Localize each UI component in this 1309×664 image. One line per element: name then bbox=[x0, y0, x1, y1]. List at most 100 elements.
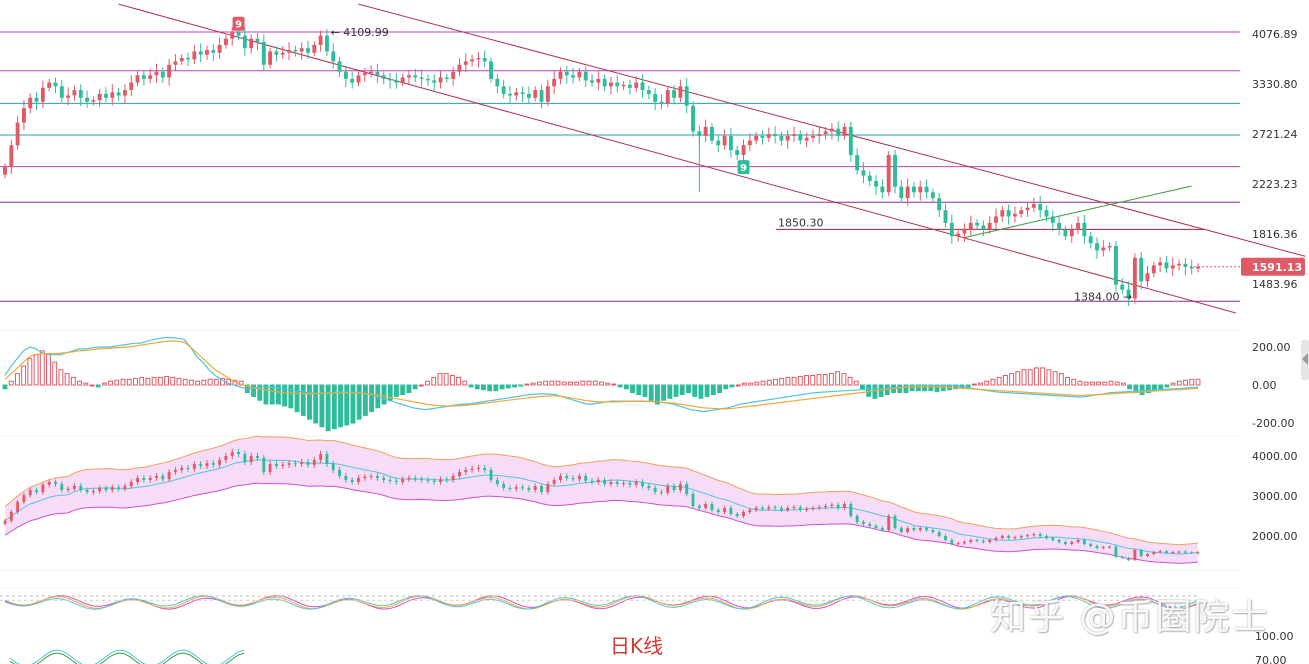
macd-histogram-bar bbox=[605, 382, 611, 386]
price-axis-tick: 2721.24 bbox=[1252, 128, 1298, 141]
macd-histogram-bar bbox=[108, 380, 114, 386]
macd-histogram-bar bbox=[661, 384, 667, 401]
bb-candle-body bbox=[647, 486, 651, 488]
macd-histogram-bar bbox=[586, 380, 592, 386]
candle-body bbox=[104, 93, 108, 98]
candle-body bbox=[621, 84, 626, 87]
bb-candle-body bbox=[249, 456, 253, 462]
bb-candle-body bbox=[47, 482, 51, 485]
macd-histogram-bar bbox=[679, 384, 685, 395]
bb-candle-body bbox=[843, 504, 846, 508]
candle-body bbox=[1107, 246, 1112, 248]
bb-candle-body bbox=[3, 520, 7, 524]
macd-histogram-bar bbox=[313, 384, 319, 424]
macd-histogram-bar bbox=[1139, 384, 1145, 395]
macd-histogram-bar bbox=[431, 376, 437, 386]
bb-candle-body bbox=[407, 478, 411, 480]
candle-body bbox=[829, 128, 834, 132]
candle-body bbox=[369, 71, 374, 74]
macd-histogram-bar bbox=[1009, 373, 1015, 386]
macd-histogram-bar bbox=[437, 373, 443, 386]
macd-histogram-bar bbox=[21, 365, 27, 386]
candle-body bbox=[653, 93, 658, 102]
macd-histogram-bar bbox=[182, 378, 188, 386]
candle-body bbox=[994, 216, 998, 223]
bb-candle-body bbox=[836, 504, 840, 508]
bb-candle-body bbox=[199, 464, 203, 466]
macd-histogram-bar bbox=[1077, 380, 1083, 386]
candle-body bbox=[21, 108, 26, 123]
candle-body bbox=[672, 90, 677, 98]
candle-body bbox=[1095, 243, 1099, 251]
macd-histogram-bar bbox=[269, 384, 275, 405]
rsi-line bbox=[4, 595, 1199, 610]
price-candles[interactable] bbox=[3, 26, 1200, 306]
bb-candle-body bbox=[830, 504, 834, 506]
macd-histogram-bar bbox=[623, 384, 629, 390]
bb-candle-body bbox=[786, 508, 790, 510]
candle-body bbox=[880, 186, 885, 193]
macd-axis-tick: 0.00 bbox=[1252, 379, 1277, 392]
macd-histogram-bar bbox=[70, 376, 76, 386]
bb-candle-body bbox=[91, 491, 95, 493]
macd-histogram-bar bbox=[860, 384, 865, 390]
macd-histogram-bar bbox=[456, 376, 462, 386]
bb-axis-tick: 4000.00 bbox=[1252, 450, 1298, 463]
macd-histogram-bar bbox=[909, 384, 915, 392]
macd-histogram-bar bbox=[2, 384, 8, 390]
macd-histogram-bar bbox=[164, 375, 169, 386]
candle-body bbox=[545, 86, 550, 102]
candle-body bbox=[1069, 229, 1074, 237]
macd-histogram-bar bbox=[915, 384, 921, 392]
bb-candle-body bbox=[817, 507, 821, 509]
candle-body bbox=[97, 93, 102, 101]
candle-body bbox=[1076, 222, 1081, 230]
candle-body bbox=[343, 71, 348, 79]
collapse-arrow-icon[interactable] bbox=[1302, 353, 1308, 365]
candle-body bbox=[886, 154, 891, 193]
rsi-axis-tick: 70.00 bbox=[1255, 654, 1287, 664]
candle-body bbox=[975, 222, 980, 226]
candle-body bbox=[318, 35, 323, 45]
macd-histogram-bar bbox=[425, 380, 430, 386]
bb-candle-body bbox=[779, 508, 783, 510]
bb-candle-body bbox=[697, 506, 701, 508]
candle-body bbox=[3, 167, 7, 175]
price-axis-tick: 1816.36 bbox=[1252, 228, 1298, 241]
bb-candle-body bbox=[230, 452, 234, 456]
candle-body bbox=[590, 80, 594, 83]
bb-candle-body bbox=[1127, 558, 1131, 560]
macd-histogram-bar bbox=[195, 380, 201, 386]
bb-candle-body bbox=[211, 463, 215, 465]
macd-histogram-bar bbox=[717, 384, 723, 394]
candle-body bbox=[66, 95, 71, 98]
candle-body bbox=[91, 100, 96, 102]
bb-candle-body bbox=[41, 484, 45, 492]
bb-candle-body bbox=[533, 486, 537, 490]
td-marker-label: 9 bbox=[235, 20, 242, 31]
bollinger-lower bbox=[4, 482, 1199, 564]
candle-body bbox=[514, 92, 519, 96]
bb-candle-body bbox=[615, 482, 619, 484]
candle-body bbox=[198, 51, 203, 55]
macd-histogram-bar bbox=[474, 384, 480, 390]
bb-candle-body bbox=[1070, 542, 1074, 544]
candle-body bbox=[867, 175, 872, 182]
bb-candle-body bbox=[388, 480, 392, 481]
candle-body bbox=[697, 131, 702, 136]
candle-body bbox=[716, 140, 721, 146]
bb-candle-body bbox=[672, 486, 676, 490]
low-annotation: 1384.00 → bbox=[1074, 290, 1132, 303]
candle-body bbox=[943, 210, 948, 223]
candle-body bbox=[331, 51, 336, 62]
bb-candle-body bbox=[742, 512, 745, 516]
macd-line bbox=[4, 340, 1199, 410]
macd-histogram-bar bbox=[449, 375, 455, 386]
bb-candle-body bbox=[274, 464, 278, 466]
candle-body bbox=[1000, 210, 1005, 217]
rsi-line bbox=[4, 595, 1199, 610]
macd-histogram-bar bbox=[151, 376, 157, 386]
bb-candle-body bbox=[28, 490, 32, 496]
candle-body bbox=[558, 71, 563, 79]
high-annotation: ← 4109.99 bbox=[331, 26, 389, 39]
